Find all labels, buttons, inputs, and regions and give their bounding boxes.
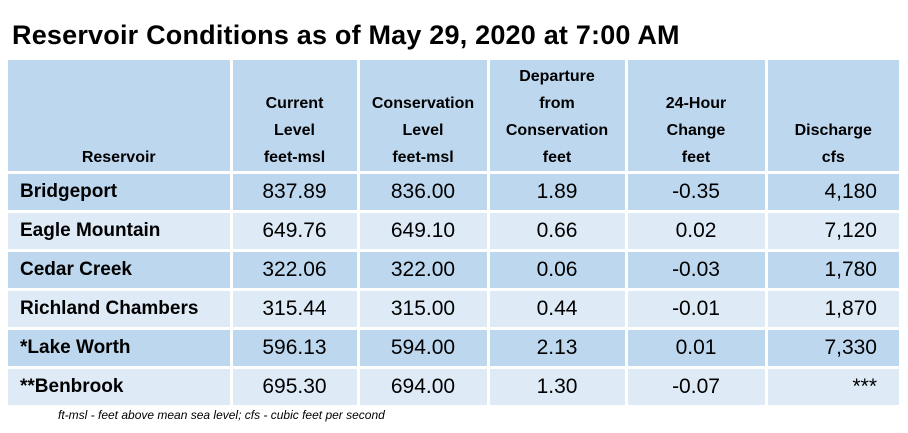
current-level-cell: 596.13	[231, 327, 360, 368]
departure-cell: 1.30	[488, 366, 628, 405]
change-cell: -0.03	[626, 249, 768, 290]
table-row: **Benbrook 695.30 694.00 1.30 -0.07 ***	[8, 366, 899, 405]
conservation-level-cell: 694.00	[358, 366, 490, 405]
reservoir-name: Eagle Mountain	[8, 210, 233, 251]
departure-cell: 0.44	[488, 288, 628, 329]
conservation-level-cell: 322.00	[358, 249, 490, 290]
current-level-cell: 695.30	[231, 366, 360, 405]
header-current-level: Current Level feet-msl	[231, 60, 360, 173]
reservoir-name: **Benbrook	[8, 366, 233, 405]
discharge-cell: 7,120	[766, 210, 899, 251]
header-reservoir: Reservoir	[8, 60, 233, 173]
table-row: Richland Chambers 315.44 315.00 0.44 -0.…	[8, 288, 899, 329]
table-row: Cedar Creek 322.06 322.00 0.06 -0.03 1,7…	[8, 249, 899, 290]
table-row: Eagle Mountain 649.76 649.10 0.66 0.02 7…	[8, 210, 899, 251]
discharge-cell: ***	[766, 366, 899, 405]
current-level-cell: 315.44	[231, 288, 360, 329]
header-row: Reservoir Current Level feet-msl Conserv…	[8, 60, 899, 173]
current-level-cell: 837.89	[231, 171, 360, 212]
conservation-level-cell: 836.00	[358, 171, 490, 212]
reservoir-name: Bridgeport	[8, 171, 233, 212]
change-cell: 0.02	[626, 210, 768, 251]
change-cell: -0.35	[626, 171, 768, 212]
departure-cell: 0.66	[488, 210, 628, 251]
reservoir-name: *Lake Worth	[8, 327, 233, 368]
reservoir-name: Richland Chambers	[8, 288, 233, 329]
discharge-cell: 1,780	[766, 249, 899, 290]
change-cell: -0.07	[626, 366, 768, 405]
change-cell: 0.01	[626, 327, 768, 368]
change-cell: -0.01	[626, 288, 768, 329]
discharge-cell: 7,330	[766, 327, 899, 368]
departure-cell: 0.06	[488, 249, 628, 290]
footnote: ft-msl - feet above mean sea level; cfs …	[58, 408, 385, 422]
current-level-cell: 322.06	[231, 249, 360, 290]
discharge-cell: 4,180	[766, 171, 899, 212]
header-departure: Departure from Conservation feet	[488, 60, 628, 173]
discharge-cell: 1,870	[766, 288, 899, 329]
conservation-level-cell: 315.00	[358, 288, 490, 329]
reservoir-name: Cedar Creek	[8, 249, 233, 290]
header-conservation-level: Conservation Level feet-msl	[358, 60, 490, 173]
table-row: *Lake Worth 596.13 594.00 2.13 0.01 7,33…	[8, 327, 899, 368]
departure-cell: 2.13	[488, 327, 628, 368]
header-24-hour-change: 24-Hour Change feet	[626, 60, 768, 173]
table-row: Bridgeport 837.89 836.00 1.89 -0.35 4,18…	[8, 171, 899, 212]
current-level-cell: 649.76	[231, 210, 360, 251]
departure-cell: 1.89	[488, 171, 628, 212]
reservoir-table: Reservoir Current Level feet-msl Conserv…	[8, 60, 899, 405]
conservation-level-cell: 594.00	[358, 327, 490, 368]
header-discharge: Discharge cfs	[766, 60, 899, 173]
conservation-level-cell: 649.10	[358, 210, 490, 251]
page-title: Reservoir Conditions as of May 29, 2020 …	[12, 20, 680, 50]
